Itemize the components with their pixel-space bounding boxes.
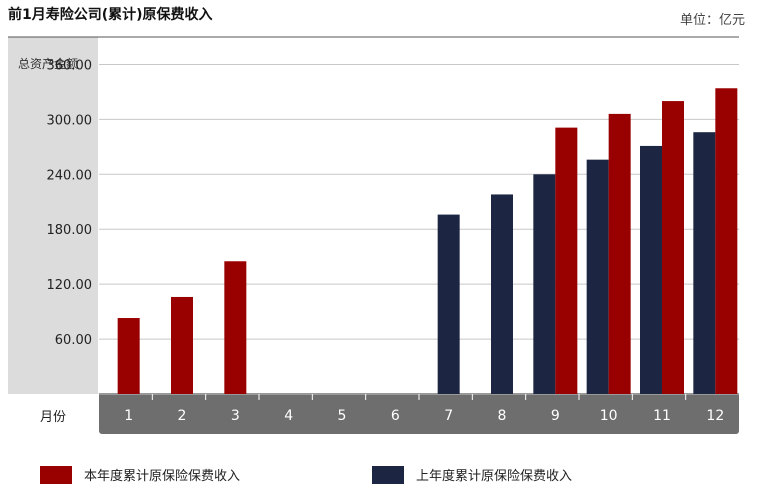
bar-current-year-3 bbox=[224, 261, 247, 394]
bar-previous-year-8 bbox=[491, 194, 513, 394]
bar-current-year-12 bbox=[715, 88, 738, 394]
x-tick-label-10: 10 bbox=[600, 408, 618, 424]
bar-previous-year-9 bbox=[533, 174, 556, 394]
x-tick-label-5: 5 bbox=[338, 408, 347, 424]
y-tick-label-5: 360.00 bbox=[47, 58, 93, 73]
x-tick-label-11: 11 bbox=[653, 408, 671, 424]
bar-previous-year-10 bbox=[586, 159, 609, 394]
legend-label-current-year: 本年度累计原保险保费收入 bbox=[84, 469, 241, 484]
legend-label-previous-year: 上年度累计原保险保费收入 bbox=[416, 469, 573, 484]
legend-item-previous-year: 上年度累计原保险保费收入 bbox=[372, 465, 572, 484]
x-tick-label-6: 6 bbox=[391, 408, 400, 424]
legend-swatch-current-year bbox=[40, 465, 72, 484]
bar-current-year-2 bbox=[171, 296, 193, 394]
bar-current-year-1 bbox=[117, 318, 140, 394]
bar-current-year-9 bbox=[555, 127, 578, 394]
unit-label: 单位：亿元 bbox=[679, 13, 745, 28]
bar-current-year-11 bbox=[662, 101, 684, 395]
x-tick-label-9: 9 bbox=[551, 408, 560, 424]
x-tick-label-12: 12 bbox=[706, 408, 724, 424]
y-tick-label-0: 60.00 bbox=[55, 333, 92, 348]
y-tick-label-2: 180.00 bbox=[47, 223, 93, 238]
x-tick-label-1: 1 bbox=[124, 408, 133, 424]
y-axis-panel bbox=[8, 37, 98, 394]
bar-previous-year-12 bbox=[693, 132, 716, 394]
y-axis-label: 总资产金额 bbox=[18, 57, 79, 71]
x-tick-label-7: 7 bbox=[444, 408, 453, 424]
x-axis-band bbox=[99, 395, 739, 434]
legend-swatch-previous-year bbox=[372, 465, 404, 484]
y-tick-label-4: 300.00 bbox=[47, 113, 93, 128]
y-tick-label-3: 240.00 bbox=[47, 168, 93, 183]
legend-item-current-year: 本年度累计原保险保费收入 bbox=[40, 465, 240, 484]
bar-current-year-10 bbox=[608, 113, 631, 395]
bar-previous-year-7 bbox=[437, 214, 460, 394]
x-tick-label-2: 2 bbox=[178, 408, 187, 424]
x-tick-label-4: 4 bbox=[284, 408, 293, 424]
x-tick-label-8: 8 bbox=[498, 408, 507, 424]
bar-previous-year-11 bbox=[640, 145, 662, 394]
y-tick-label-1: 120.00 bbox=[47, 278, 93, 293]
x-tick-label-3: 3 bbox=[231, 408, 240, 424]
x-axis-label: 月份 bbox=[8, 395, 98, 435]
chart-title: 前1月寿险公司(累计)原保费收入 bbox=[8, 7, 213, 23]
